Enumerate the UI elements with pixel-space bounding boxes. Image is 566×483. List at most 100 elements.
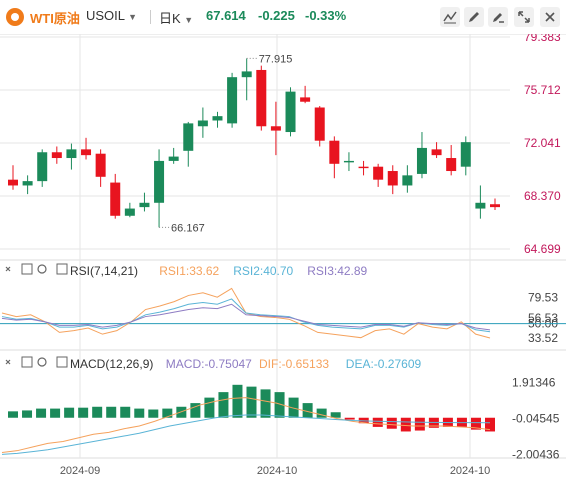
close-icon [5, 266, 11, 272]
price-change: -0.225 [258, 8, 295, 23]
macd-histogram-bar [414, 417, 425, 431]
toolbar: WTI原油 USOIL ▼ 日K ▼ 67.614 -0.225 -0.33% [0, 0, 566, 35]
macd-histogram-bar [344, 417, 355, 420]
macd-histogram-bar [260, 389, 271, 418]
period-selector[interactable]: 日K ▼ [159, 8, 193, 27]
macd-histogram-bar [190, 403, 201, 418]
price-tick-label: 64.699 [524, 242, 561, 256]
candle-body [373, 166, 384, 180]
fullscreen-button[interactable] [514, 7, 534, 27]
macd-histogram-bar [372, 417, 383, 427]
macd-tick-label: -2.00436 [512, 447, 560, 461]
candle-body [8, 179, 18, 186]
candle-body [285, 91, 296, 133]
macd-histogram-bar [78, 407, 89, 418]
gear-icon [37, 357, 47, 367]
rsi-tick-label: 79.53 [528, 291, 558, 305]
edit-icon [493, 13, 504, 23]
close-button[interactable] [540, 7, 560, 27]
macd-histogram-bar [470, 417, 481, 430]
macd-histogram-bar [8, 411, 18, 418]
symbol-selector[interactable]: USOIL ▼ [86, 8, 137, 23]
price-tick-label: 75.712 [524, 83, 561, 97]
indicator-value-label: RSI3:42.89 [307, 264, 367, 278]
candle-body [212, 116, 223, 121]
indicator-title: RSI(7,14,21) [70, 264, 138, 278]
candle-body [66, 149, 77, 159]
low-annotation-label: 66.167 [171, 222, 205, 234]
candle-body [256, 69, 267, 127]
candle-body [241, 71, 252, 78]
candle-body [387, 171, 398, 186]
indicator-value-label: RSI1:33.62 [159, 264, 219, 278]
candle-body [124, 208, 135, 216]
candle-body [416, 147, 427, 174]
rsi-panel: RSI(7,14,21) RSI1:33.62 RSI2:40.70 RSI3:42.… [0, 263, 566, 345]
macd-tick-label: -0.04545 [512, 412, 560, 426]
macd-histogram-bar [36, 408, 47, 418]
rsi-line-2 [1, 298, 491, 333]
macd-tick-label: 1.91346 [512, 376, 556, 390]
candle-body [329, 140, 340, 164]
expand-icon [518, 11, 530, 23]
candle-body [343, 160, 354, 163]
draw-button[interactable] [464, 7, 484, 27]
indicator-button[interactable] [440, 7, 460, 27]
price-change-pct: -0.33% [305, 8, 347, 23]
macd-histogram-bar [400, 417, 411, 432]
eye-icon [21, 263, 33, 275]
price-tick-label: 72.041 [524, 136, 561, 150]
time-axis: 2024-09 2024-10 2024-10 [60, 465, 490, 477]
candle-body [431, 149, 442, 156]
macd-histogram-bar [22, 410, 33, 418]
date-tick-label: 2024-10 [450, 465, 490, 477]
macd-histogram-bar [330, 412, 341, 418]
candle-body [197, 120, 208, 127]
date-tick-label: 2024-09 [60, 465, 100, 477]
candle-body [358, 166, 369, 169]
indicator-value-label: DEA:-0.27609 [346, 357, 422, 371]
indicator-value-label: MACD:-0.75047 [166, 357, 252, 371]
macd-histogram-bar [92, 406, 103, 418]
candle-body [490, 204, 500, 208]
macd-histogram-bar [316, 408, 327, 418]
grid-lines [0, 34, 566, 459]
indicator-value-label: DIF:-0.65133 [259, 357, 329, 371]
candle-body [51, 152, 62, 159]
toolbar-divider [150, 10, 151, 24]
chart-area[interactable]: 77.915 66.167 79.383 75.712 72.041 68.370 64.… [0, 34, 566, 483]
candle-body [22, 181, 33, 186]
macd-histogram-bar [162, 408, 173, 418]
indicator-title: MACD(12,26,9) [70, 357, 153, 371]
macd-panel: MACD(12,26,9) MACD:-0.75047 DIF:-0.65133 DE… [1, 356, 560, 461]
symbol-label: USOIL [86, 8, 125, 23]
brand-logo-icon [6, 8, 24, 26]
price-axis: 79.383 75.712 72.041 68.370 64.699 [524, 34, 561, 256]
macd-histogram-bar [148, 409, 159, 418]
indicator-icon [443, 11, 457, 24]
candle-body [446, 158, 457, 172]
macd-histogram-bar [232, 384, 243, 418]
candle-body [314, 107, 325, 141]
macd-histogram-bar [204, 397, 215, 418]
high-annotation-label: 77.915 [259, 53, 293, 65]
candle-body [227, 77, 238, 124]
indicator-settings-icon [56, 263, 68, 275]
candle-body [270, 126, 281, 131]
indicator-settings-icon [56, 356, 68, 368]
macd-histogram-bar [274, 392, 285, 418]
candle-body [95, 153, 106, 177]
chevron-down-icon: ▼ [128, 12, 138, 22]
macd-histogram-bar [302, 403, 313, 418]
rsi-tick-label: 56.53 [528, 311, 558, 325]
date-tick-label: 2024-10 [257, 465, 297, 477]
candle-body [300, 97, 311, 102]
period-label: 日K [159, 11, 181, 26]
macd-histogram-bar [50, 408, 61, 418]
candle-body [402, 175, 413, 186]
last-price: 67.614 [206, 8, 246, 23]
rsi-tick-label: 33.52 [528, 331, 558, 345]
macd-histogram-bar [246, 386, 257, 418]
candle-body [475, 202, 486, 209]
edit-button[interactable] [488, 7, 508, 27]
